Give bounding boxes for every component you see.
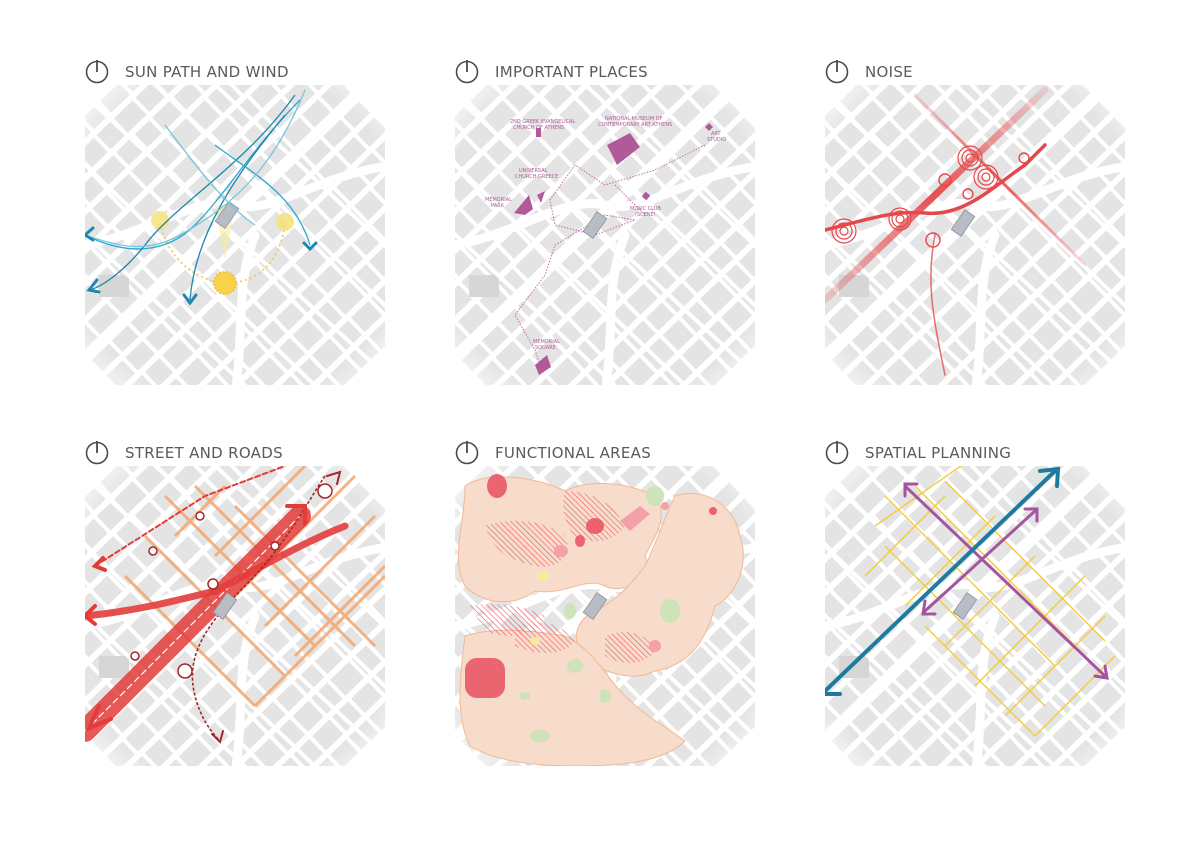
art-studio-marker [705,123,713,131]
places-markers [514,123,713,375]
place-label: 2ND GREEK EVANGELICAL [510,119,576,125]
rail-line [191,475,326,742]
walking-route [514,144,706,366]
universal-church-marker [537,191,545,203]
place-label: SQUARE [535,345,556,351]
spatial-planning-map [825,466,1125,766]
streets-roads-map [85,466,385,766]
north-arrow-icon [85,441,109,465]
panel-title: STREET AND ROADS [125,444,283,462]
north-arrow-icon [455,441,479,465]
place-label: CHURCH OF ATHENS [513,125,564,131]
panel-header: STREET AND ROADS [85,438,283,468]
noise-map [825,85,1125,385]
wind-arrowheads [85,226,318,306]
memorial-park-marker [514,195,533,215]
panel-title: IMPORTANT PLACES [495,63,648,81]
panel-header: SUN PATH AND WIND [85,57,289,87]
panel-header: NOISE [825,57,913,87]
planning-axis-purple [903,482,1109,680]
wind-flows [85,89,311,301]
place-label: NATIONAL MUSEUM OF [605,116,663,122]
place-label: ART [711,131,722,137]
noise-lines [825,86,1087,376]
place-labels: 2ND GREEK EVANGELICAL CHURCH OF ATHENS N… [485,116,726,351]
north-arrow-icon [825,60,849,84]
planning-axis-blue [825,466,1061,696]
north-arrow-icon [455,60,479,84]
place-label: CONTEMPORARY ART ATHENS [598,122,672,128]
functional-zones [457,474,744,766]
planning-grid [864,466,1116,737]
panel-street-roads: STREET AND ROADS [85,438,385,778]
panel-title: SUN PATH AND WIND [125,63,289,81]
station-nodes [130,483,333,679]
place-label: CHURCH GREECE [515,174,558,180]
north-arrow-icon [85,60,109,84]
primary-roads [85,466,349,742]
music-club-marker [641,191,651,201]
place-label: MEMORIAL [533,339,560,345]
panel-header: IMPORTANT PLACES [455,57,648,87]
panel-title: SPATIAL PLANNING [865,444,1012,462]
panel-noise: NOISE [825,57,1125,397]
road-arrowheads [85,470,342,744]
sun-wind-map [85,85,385,385]
noise-hotspots [831,145,1030,248]
place-label: MEMORIAL [485,197,512,203]
place-label: PARK [491,203,505,209]
panel-functional-areas: FUNCTIONAL AREAS [455,438,755,778]
important-places-map: 2ND GREEK EVANGELICAL CHURCH OF ATHENS N… [455,85,755,385]
panel-sun-wind: SUN PATH AND WIND [85,57,385,397]
museum-marker [607,133,640,165]
place-label: UNIVERSAL [519,168,548,174]
place-label: STUDIO [707,137,726,143]
panel-title: FUNCTIONAL AREAS [495,444,652,462]
panel-important-places: IMPORTANT PLACES 2ND GREEK EVANGELICAL C… [455,57,755,397]
place-label: MUSIC CLUB [630,206,661,212]
north-arrow-icon [825,441,849,465]
functional-areas-map [455,466,755,766]
place-label: (SCENE) [635,212,656,218]
panel-spatial-planning: SPATIAL PLANNING [825,438,1125,778]
memorial-square-marker [535,355,551,375]
church-marker [536,128,541,137]
panel-title: NOISE [865,63,913,81]
panel-header: SPATIAL PLANNING [825,438,1011,468]
panel-header: FUNCTIONAL AREAS [455,438,651,468]
